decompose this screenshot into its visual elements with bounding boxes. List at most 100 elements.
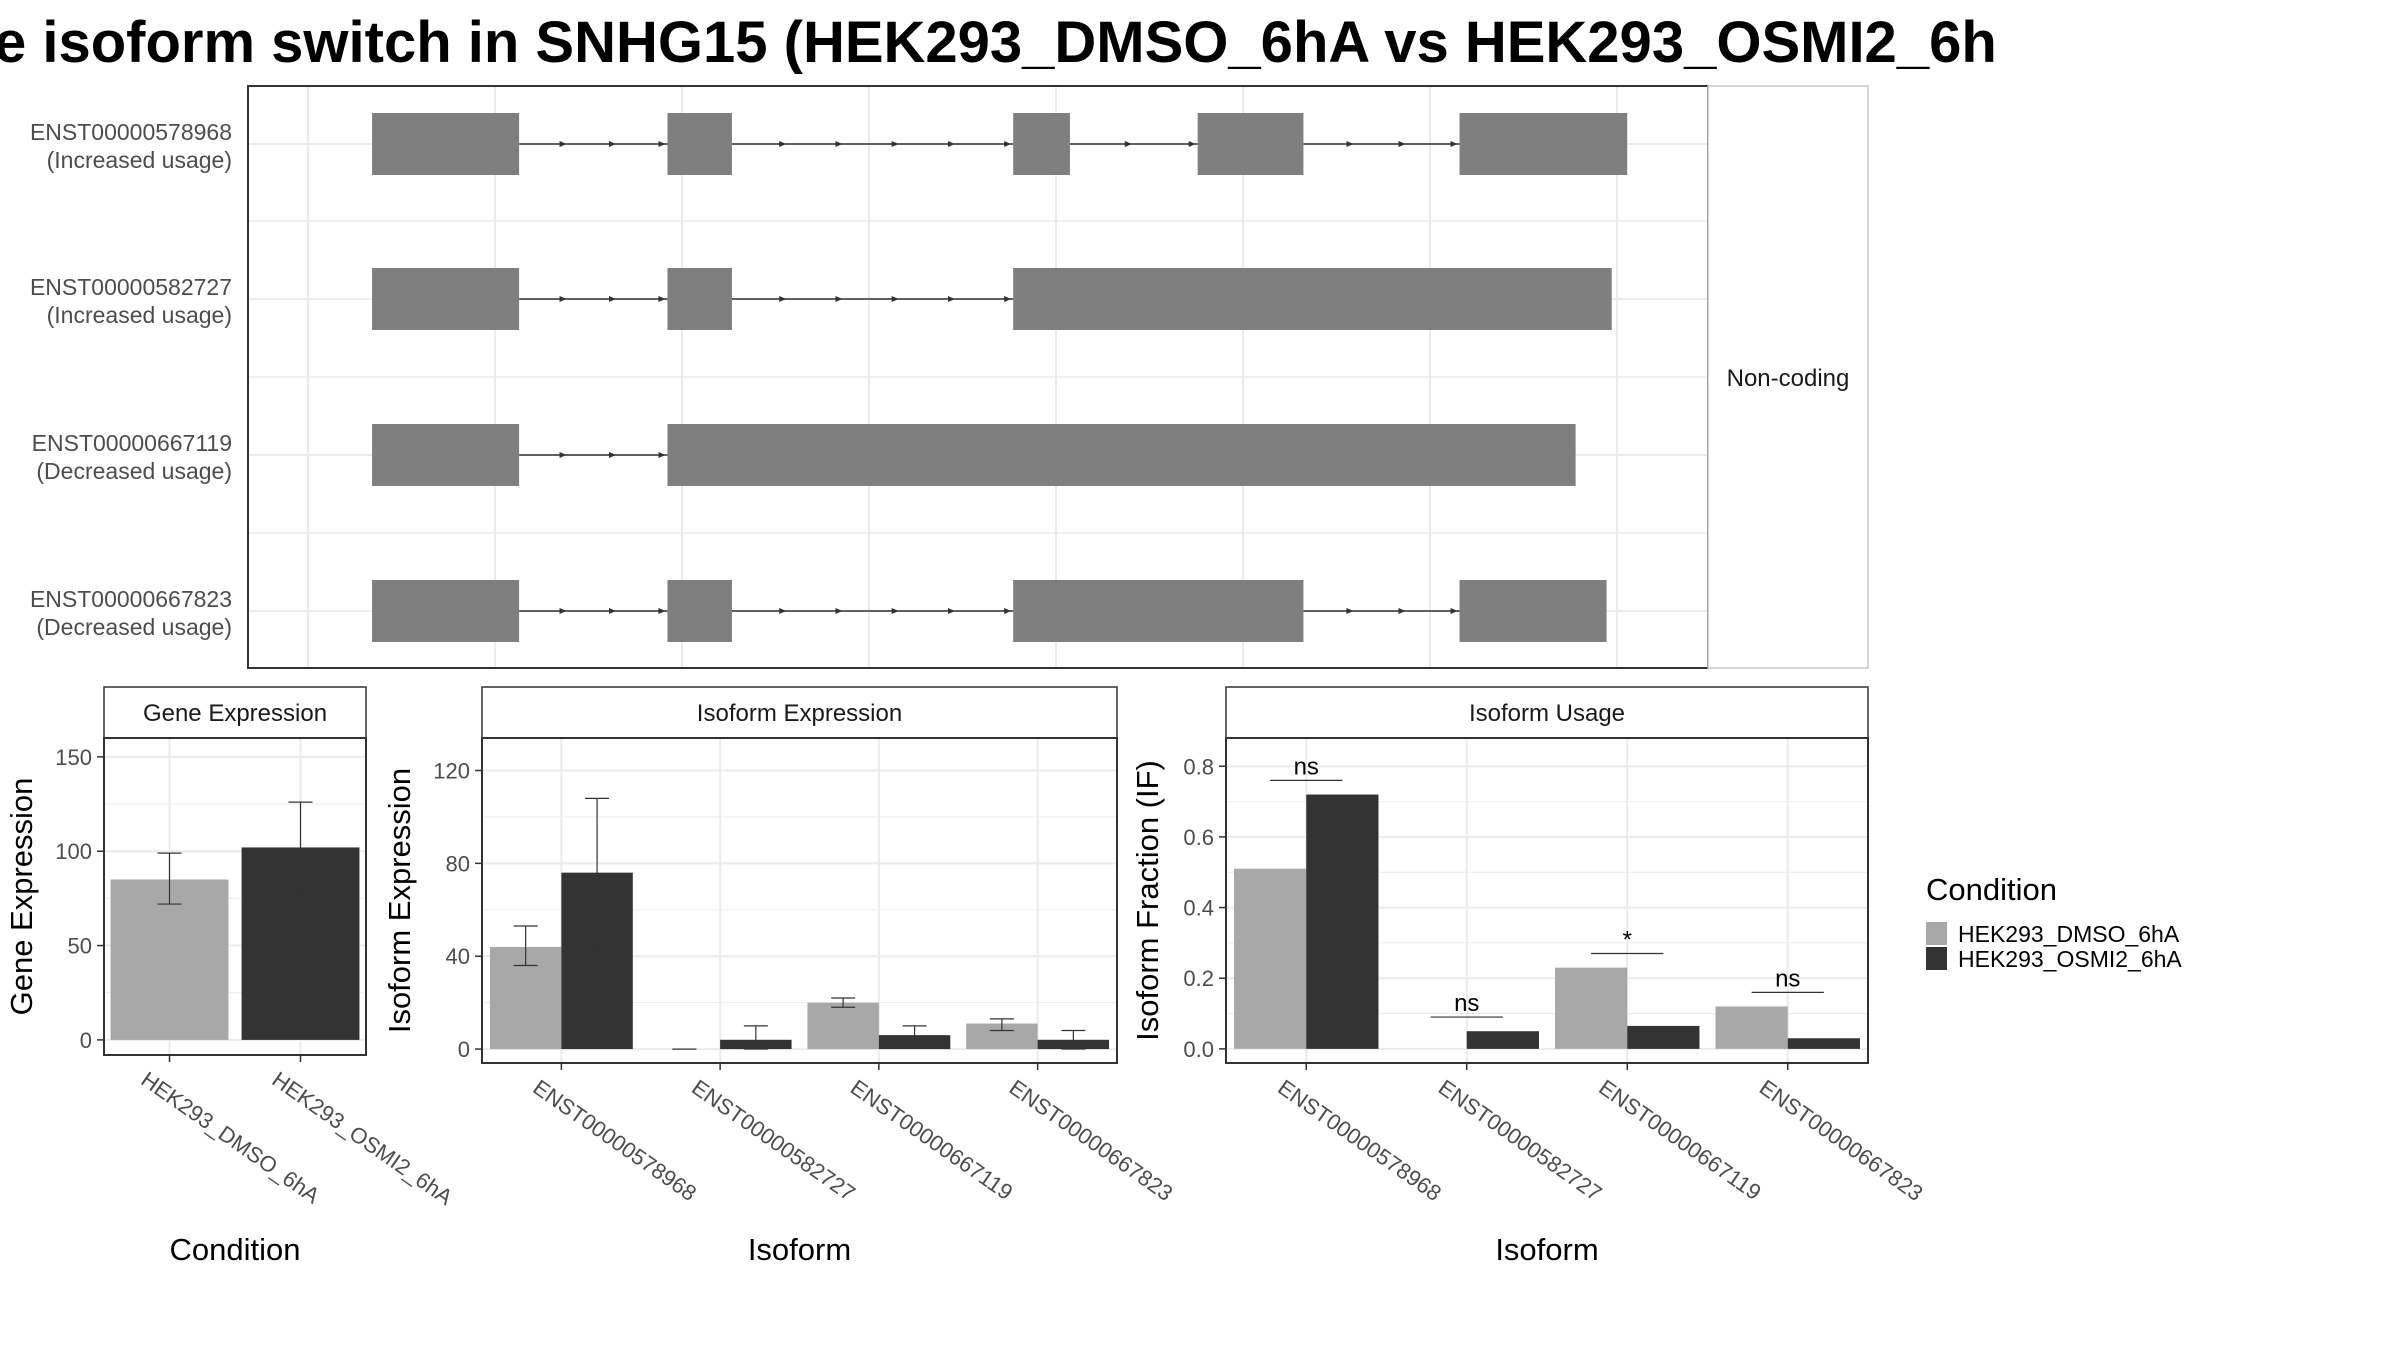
y-tick-label: 120	[433, 759, 470, 784]
strip-label-noncoding: Non-coding	[1727, 365, 1850, 392]
exon-block	[667, 580, 732, 642]
exon-block	[372, 580, 520, 642]
isoform-expression-panel: Isoform Expression 0 40 80 120 ENST0000057896…	[382, 686, 1177, 1267]
transcript-id-label: ENST00000582727	[30, 274, 232, 300]
intron-arrow	[891, 296, 899, 302]
significance-label: ns	[1454, 990, 1479, 1017]
transcript-usage-label: (Increased usage)	[47, 147, 232, 173]
exon-block	[1197, 113, 1304, 175]
y-tick-label: 0.2	[1183, 966, 1214, 991]
figure-title: e isoform switch in SNHG15 (HEK293_DMSO_…	[0, 10, 1997, 75]
y-axis-title: Gene Expression	[4, 778, 39, 1016]
exon-block	[667, 424, 1576, 486]
transcript-id-label: ENST00000667823	[30, 586, 232, 612]
bar	[1787, 1038, 1860, 1049]
strip-background	[1707, 85, 1869, 669]
y-tick-label: 0.0	[1183, 1037, 1214, 1062]
y-axis-title: Isoform Expression	[382, 768, 417, 1033]
significance-label: *	[1623, 926, 1632, 953]
transcript-usage-label: (Decreased usage)	[36, 614, 232, 640]
intron-arrow	[1450, 608, 1458, 614]
x-tick-label: ENST00000667119	[1594, 1075, 1765, 1205]
bar	[1627, 1025, 1700, 1049]
intron-arrow	[658, 296, 666, 302]
intron-arrow	[947, 296, 955, 302]
intron-arrow	[891, 608, 899, 614]
x-axis-title: Condition	[170, 1232, 301, 1267]
intron-arrow	[658, 608, 666, 614]
legend-title: Condition	[1926, 872, 2057, 907]
x-tick-label: ENST00000582727	[687, 1075, 860, 1206]
intron-arrow	[779, 296, 787, 302]
intron-arrow	[1346, 608, 1354, 614]
isoform-usage-panel: Isoform Usage ns ns * ns 0.0 0.2 0.4 0.6 0.8 ENST0…	[1130, 686, 1928, 1267]
y-tick-label: 150	[55, 745, 92, 770]
intron-arrow	[779, 608, 787, 614]
bar	[807, 1002, 879, 1050]
intron-arrow	[835, 608, 843, 614]
y-tick-label: 0.6	[1183, 825, 1214, 850]
intron-arrow	[1004, 296, 1012, 302]
transcript-usage-label: (Increased usage)	[47, 302, 232, 328]
bar	[1306, 794, 1379, 1049]
bar	[1466, 1031, 1539, 1049]
panel-border	[103, 737, 367, 1056]
y-tick-label: 0	[458, 1037, 470, 1062]
intron-arrow	[1398, 141, 1406, 147]
x-tick-label: ENST00000667823	[1755, 1075, 1928, 1206]
intron-arrow	[559, 452, 567, 458]
panel-strip	[481, 686, 1118, 739]
exon-block	[372, 268, 520, 330]
intron-arrow	[947, 141, 955, 147]
panel-border	[1225, 737, 1869, 1064]
bar	[110, 879, 229, 1040]
legend-swatch-dmso	[1926, 922, 1947, 945]
intron-arrow	[835, 296, 843, 302]
x-axis-title: Isoform	[1495, 1232, 1598, 1267]
panel-strip-label: Isoform Usage	[1469, 700, 1625, 727]
intron-arrow	[609, 296, 617, 302]
transcript-usage-label: (Decreased usage)	[36, 458, 232, 484]
significance-label: ns	[1294, 753, 1319, 780]
x-axis-title: Isoform	[748, 1232, 851, 1267]
transcript-id-label: ENST00000667119	[32, 430, 232, 456]
bar	[1234, 868, 1307, 1049]
bar	[1715, 1006, 1788, 1049]
y-tick-label: 0	[80, 1028, 92, 1053]
x-tick-label: ENST00000578968	[1273, 1075, 1446, 1206]
intron-arrow	[1188, 141, 1196, 147]
exon-block	[1013, 113, 1070, 175]
intron-arrow	[559, 608, 567, 614]
transcript-id-label: ENST00000578968	[30, 119, 232, 145]
intron-arrow	[658, 141, 666, 147]
condition-legend: Condition HEK293_DMSO_6hA HEK293_OSMI2_6…	[1926, 872, 2182, 972]
intron-arrow	[835, 141, 843, 147]
intron-arrow	[609, 452, 617, 458]
exon-block	[667, 268, 732, 330]
intron-arrow	[1398, 608, 1406, 614]
y-tick-label: 80	[446, 851, 470, 876]
panel-strip-label: Isoform Expression	[697, 700, 902, 727]
panel-strip	[1225, 686, 1869, 739]
exon-block	[372, 424, 520, 486]
panel-strip	[103, 686, 367, 739]
x-tick-label: ENST00000582727	[1434, 1075, 1607, 1206]
intron-arrow	[947, 608, 955, 614]
intron-arrow	[1346, 141, 1354, 147]
panel-border	[481, 737, 1118, 1064]
y-tick-label: 0.4	[1183, 896, 1214, 921]
intron-arrow	[609, 608, 617, 614]
significance-label: ns	[1775, 965, 1800, 992]
exon-block	[1459, 580, 1607, 642]
intron-arrow	[559, 141, 567, 147]
intron-arrow	[891, 141, 899, 147]
exon-block	[372, 113, 520, 175]
intron-arrow	[658, 452, 666, 458]
y-axis-title: Isoform Fraction (IF)	[1130, 760, 1165, 1041]
exon-block	[1013, 580, 1304, 642]
intron-arrow	[1004, 141, 1012, 147]
exon-block	[1013, 268, 1612, 330]
y-tick-label: 0.8	[1183, 754, 1214, 779]
